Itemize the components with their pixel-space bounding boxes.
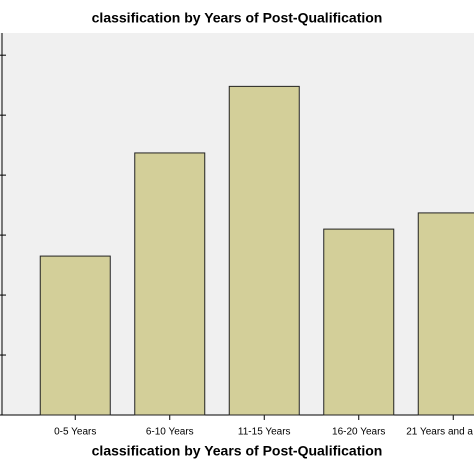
bar xyxy=(417,212,474,416)
x-tick-label: 16-20 Years xyxy=(332,427,385,438)
chart-title: classification by Years of Post-Qualific… xyxy=(92,10,383,26)
x-tick-label: 11-15 Years xyxy=(238,427,291,438)
x-tick-label: 21 Years and a xyxy=(406,427,473,438)
bar xyxy=(134,152,206,416)
x-axis-title: classification by Years of Post-Qualific… xyxy=(92,443,383,459)
bar xyxy=(39,255,111,416)
x-tick-label: 0-5 Years xyxy=(54,427,96,438)
bar xyxy=(323,228,395,416)
x-tick-label: 6-10 Years xyxy=(146,427,194,438)
bar xyxy=(228,85,300,416)
